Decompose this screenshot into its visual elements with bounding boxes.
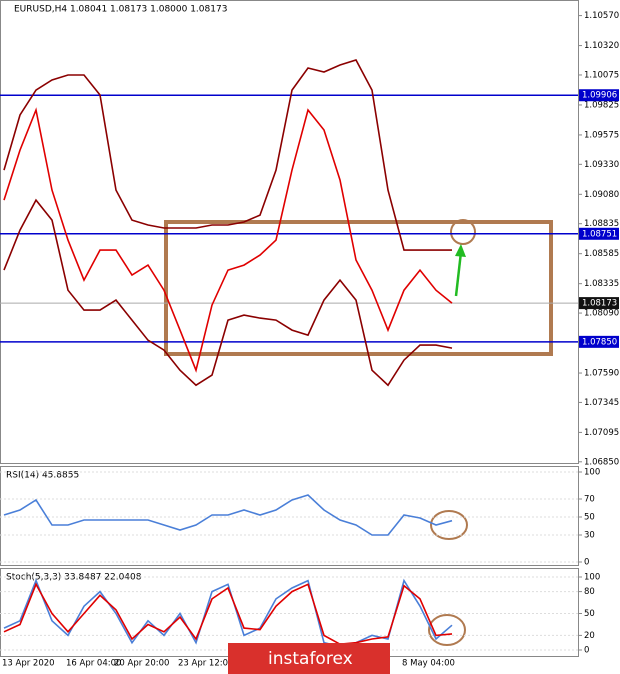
arrow-head (455, 244, 466, 257)
stoch-circle (428, 614, 466, 646)
level-tag (579, 89, 619, 102)
watermark-bg (228, 643, 390, 674)
series-line (3, 494, 453, 536)
rsi-circle (430, 510, 468, 540)
y-tick-label: 1.08585 (584, 249, 619, 259)
series-line (3, 582, 453, 646)
y-tick-label: 1.07095 (584, 428, 619, 438)
y-tick-label: 30 (584, 531, 595, 541)
y-tick-label: 1.08090 (584, 309, 619, 319)
y-tick-label: 1.10075 (584, 70, 619, 80)
y-tick-label: 1.10320 (584, 41, 619, 51)
series-line (3, 107, 453, 373)
level-tag (579, 335, 619, 348)
y-tick-label: 20 (584, 631, 595, 641)
arrow (454, 251, 463, 297)
y-tick-label: 1.07345 (584, 398, 619, 408)
y-tick-label: 70 (584, 495, 595, 505)
y-tick-label: 100 (584, 468, 600, 478)
y-tick-label: 1.09575 (584, 130, 619, 140)
rsi-title: RSI(14) 45.8855 (6, 471, 79, 481)
y-tick-label: 0 (584, 646, 589, 656)
y-tick-label: 50 (584, 609, 595, 619)
current-price-label: 1.08173 (582, 299, 617, 309)
chart-title: EURUSD,H4 1.08041 1.08173 1.08000 1.0817… (14, 5, 227, 15)
y-tick-label: 1.06850 (584, 457, 619, 467)
x-tick-label: 16 Apr 04:00 (66, 659, 121, 669)
level-tag (579, 227, 619, 240)
watermark: instaforex (228, 643, 390, 674)
x-tick-label: 20 Apr 20:00 (114, 659, 169, 669)
y-tick-label: 1.08835 (584, 219, 619, 229)
x-tick-label: 8 May 04:00 (402, 659, 455, 669)
x-tick-label: 23 Apr 12:00 (178, 659, 233, 669)
main-panel (0, 0, 579, 464)
y-tick-label: 100 (584, 573, 600, 583)
y-tick-label: 1.09825 (584, 100, 619, 110)
y-tick-label: 1.07590 (584, 369, 619, 379)
series-line (3, 59, 452, 251)
level-label: 1.09906 (582, 91, 617, 101)
y-tick-label: 0 (584, 558, 589, 568)
y-tick-label: 80 (584, 587, 595, 597)
y-tick-label: 50 (584, 513, 595, 523)
y-tick-label: 1.10570 (584, 11, 619, 21)
target-circle (450, 219, 476, 245)
y-tick-label: 1.08335 (584, 279, 619, 289)
y-tick-label: 1.09330 (584, 160, 619, 170)
y-tick-label: 1.09080 (584, 190, 619, 200)
range-box (164, 220, 553, 356)
rsi-panel (0, 466, 579, 566)
watermark-text: instaforex (268, 649, 353, 669)
price-tag (579, 297, 619, 310)
level-label: 1.08751 (582, 229, 617, 239)
x-tick-label: 13 Apr 2020 (2, 659, 55, 669)
series-line (3, 198, 453, 387)
series-line (3, 578, 453, 648)
level-label: 1.07850 (582, 337, 617, 347)
